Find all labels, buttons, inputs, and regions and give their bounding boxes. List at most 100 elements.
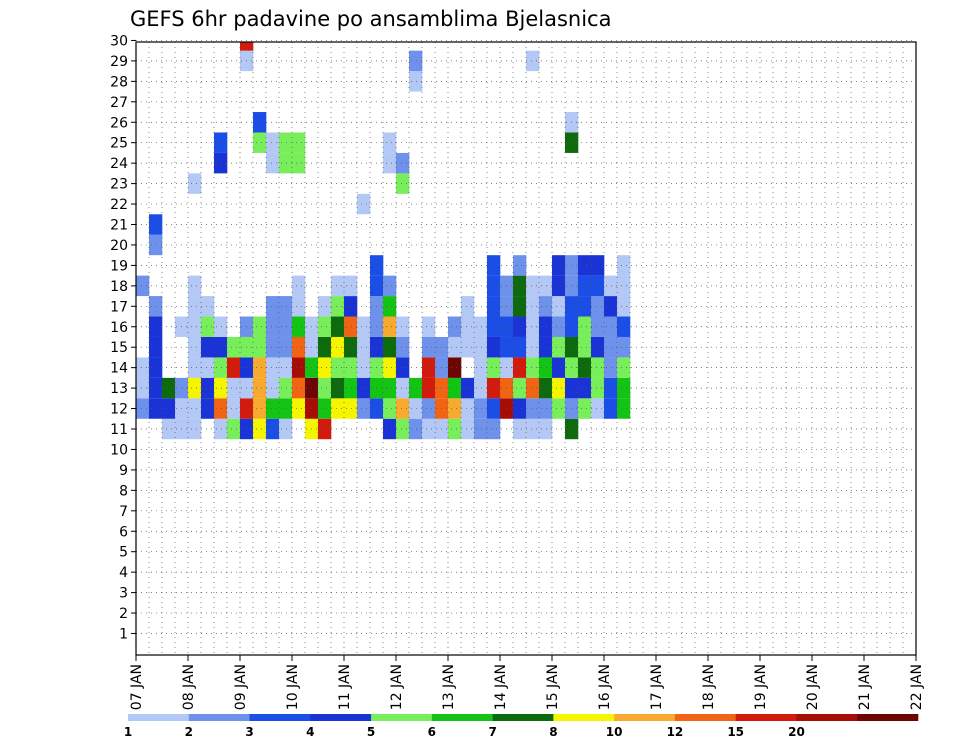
- y-tick-label: 1: [119, 627, 128, 643]
- heatmap-cell: [526, 50, 540, 72]
- x-axis: 07 JAN 08 JAN 09 JAN 10 JAN 11 JAN 12 JAN 13 J…: [129, 655, 925, 710]
- heatmap-cell: [227, 398, 241, 419]
- heatmap-cell: [331, 398, 345, 419]
- heatmap-cell: [188, 173, 202, 194]
- x-tick-label: 08 JAN: [181, 664, 197, 710]
- heatmap-cell: [487, 418, 501, 440]
- heatmap-cell: [383, 377, 397, 399]
- heatmap-cell: [136, 377, 150, 399]
- heatmap-cell: [292, 152, 306, 174]
- heatmap-cell: [162, 418, 176, 440]
- heatmap-cell: [409, 377, 423, 399]
- y-tick-label: 16: [110, 320, 128, 336]
- heatmap-cell: [604, 296, 618, 317]
- colorbar-label: 7: [488, 725, 496, 739]
- heatmap-cell: [279, 132, 293, 153]
- heatmap-cell: [253, 316, 267, 337]
- heatmap-cell: [578, 377, 592, 399]
- heatmap-cell: [526, 377, 540, 399]
- heatmap-cell: [188, 377, 202, 399]
- heatmap-cell: [396, 398, 410, 419]
- heatmap-cell: [396, 316, 410, 337]
- heatmap-cell: [266, 398, 280, 419]
- heatmap-cell: [136, 275, 150, 297]
- heatmap-cell: [266, 336, 280, 358]
- heatmap-cell: [383, 275, 397, 297]
- x-tick-label: 18 JAN: [701, 664, 717, 710]
- chart-title: GEFS 6hr padavine po ansamblima Bjelasni…: [130, 7, 611, 31]
- heatmap-cell: [266, 377, 280, 399]
- heatmap-cell: [448, 377, 462, 399]
- heatmap-cell: [617, 398, 631, 419]
- heatmap-cell: [383, 296, 397, 317]
- y-axis: 1234567891011121314151617181920212223242…: [110, 33, 136, 643]
- heatmap-cell: [591, 255, 605, 276]
- heatmap-cell: [474, 418, 488, 440]
- colorbar-label: 1: [124, 725, 132, 739]
- heatmap-cell: [578, 316, 592, 337]
- heatmap-cell: [383, 336, 397, 358]
- y-tick-label: 10: [110, 442, 128, 458]
- heatmap-cell: [526, 296, 540, 317]
- heatmap-cell: [162, 398, 176, 419]
- y-tick-label: 20: [110, 238, 128, 254]
- heatmap-cell: [487, 357, 501, 378]
- heatmap-cell: [331, 275, 345, 297]
- heatmap-cell: [539, 336, 553, 358]
- heatmap-cell: [201, 296, 215, 317]
- y-tick-label: 22: [110, 197, 128, 213]
- heatmap-cell: [253, 398, 267, 419]
- heatmap-cell: [487, 377, 501, 399]
- heatmap-cell: [279, 418, 293, 440]
- heatmap-cell: [617, 377, 631, 399]
- y-tick-label: 4: [119, 565, 128, 581]
- heatmap-cell: [149, 357, 163, 378]
- heatmap-cell: [227, 336, 241, 358]
- heatmap-cell: [422, 377, 436, 399]
- heatmap-cell: [552, 357, 566, 378]
- x-tick-label: 10 JAN: [285, 664, 301, 710]
- x-tick-label: 21 JAN: [857, 664, 873, 710]
- heatmap-cell: [526, 336, 540, 358]
- heatmap-cell: [591, 275, 605, 297]
- heatmap-cell: [292, 377, 306, 399]
- heatmap-cell: [422, 357, 436, 378]
- heatmap-cell: [487, 255, 501, 276]
- colorbar-swatch: [310, 714, 372, 721]
- heatmap-cell: [188, 275, 202, 297]
- colorbar-label: 2: [185, 725, 193, 739]
- heatmap-cell: [604, 377, 618, 399]
- y-tick-label: 27: [110, 95, 128, 111]
- heatmap-cell: [513, 398, 527, 419]
- y-tick-label: 29: [110, 54, 128, 70]
- heatmap-cell: [461, 418, 475, 440]
- heatmap-cell: [513, 275, 527, 297]
- colorbar-swatch: [796, 714, 858, 721]
- heatmap-cell: [526, 275, 540, 297]
- y-tick-label: 30: [110, 33, 128, 49]
- colorbar-swatch: [188, 714, 250, 721]
- heatmap-cell: [461, 398, 475, 419]
- heatmap-cell: [539, 418, 553, 440]
- colorbar-swatch: [674, 714, 736, 721]
- x-tick-label: 16 JAN: [597, 664, 613, 710]
- heatmap-cell: [591, 357, 605, 378]
- x-tick-label: 15 JAN: [545, 664, 561, 710]
- heatmap-cell: [162, 377, 176, 399]
- x-tick-label: 14 JAN: [493, 664, 509, 710]
- heatmap-cell: [214, 132, 228, 153]
- heatmap-cell: [253, 112, 267, 133]
- y-tick-label: 7: [119, 504, 128, 520]
- heatmap-cell: [318, 357, 332, 378]
- colorbar-label: 4: [306, 725, 314, 739]
- y-tick-label: 15: [110, 340, 128, 356]
- y-tick-label: 13: [110, 381, 128, 397]
- heatmap-cell: [201, 377, 215, 399]
- heatmap-cell: [578, 398, 592, 419]
- heatmap-cell: [617, 357, 631, 378]
- heatmap-cell: [448, 418, 462, 440]
- heatmap-cell: [149, 398, 163, 419]
- heatmap-cell: [526, 357, 540, 378]
- heatmap-cell: [253, 377, 267, 399]
- heatmap-cell: [539, 275, 553, 297]
